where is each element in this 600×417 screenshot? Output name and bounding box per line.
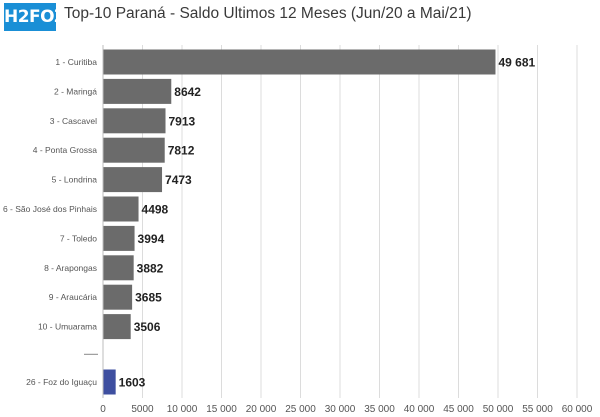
bar: [103, 137, 165, 163]
bar: [103, 314, 131, 340]
h2foz-logo: H2FOZ: [4, 3, 66, 31]
x-tick-label: 0: [100, 404, 106, 415]
x-tick-label: 30 000: [325, 404, 356, 415]
x-tick-label: 60 000: [562, 404, 593, 415]
bar: [103, 167, 163, 193]
data-label: 8642: [174, 85, 201, 99]
x-tick-label: 45 000: [443, 404, 474, 415]
data-label: 3882: [137, 261, 164, 275]
x-tick-label: 20 000: [246, 404, 277, 415]
x-tick-label: 5000: [131, 404, 154, 415]
x-tick-label: 40 000: [404, 404, 435, 415]
data-label: 3994: [138, 232, 165, 246]
x-tick-label: 10 000: [167, 404, 198, 415]
category-label: 1 - Curitiba: [55, 57, 97, 67]
category-label: 3 - Cascavel: [50, 116, 97, 126]
x-tick-label: 55 000: [522, 404, 553, 415]
category-label: 7 - Toledo: [60, 233, 97, 243]
data-label: 4498: [142, 203, 169, 217]
bar: [103, 196, 139, 222]
data-label: 3506: [134, 320, 161, 334]
bar: [103, 255, 134, 281]
x-tick-label: 15 000: [206, 404, 237, 415]
data-label: 7473: [165, 173, 192, 187]
data-label: 3685: [135, 291, 162, 305]
bar: [103, 108, 166, 134]
chart-title: Top-10 Paraná - Saldo Ultimos 12 Meses (…: [64, 5, 472, 22]
bar: [103, 284, 133, 310]
category-label: 2 - Maringá: [54, 86, 97, 96]
x-tick-label: 50 000: [483, 404, 514, 415]
bar: [103, 49, 496, 75]
x-tick-label: 35 000: [364, 404, 395, 415]
bar: [103, 369, 116, 395]
category-label: 26 - Foz do Iguaçu: [26, 377, 97, 387]
x-tick-label: 25 000: [285, 404, 316, 415]
category-label: 8 - Arapongas: [44, 263, 97, 273]
category-label: 5 - Londrina: [52, 175, 98, 185]
data-label: 49 681: [498, 56, 535, 70]
data-label: 1603: [119, 376, 146, 390]
category-label: 9 - Araucária: [49, 292, 97, 302]
bar: [103, 225, 135, 251]
data-label: 7913: [169, 114, 196, 128]
bar: [103, 78, 172, 104]
category-label: 4 - Ponta Grossa: [33, 145, 98, 155]
data-label: 7812: [168, 144, 195, 158]
category-label: 10 - Umuarama: [38, 322, 97, 332]
category-label: 6 - São José dos Pinhais: [3, 204, 97, 214]
